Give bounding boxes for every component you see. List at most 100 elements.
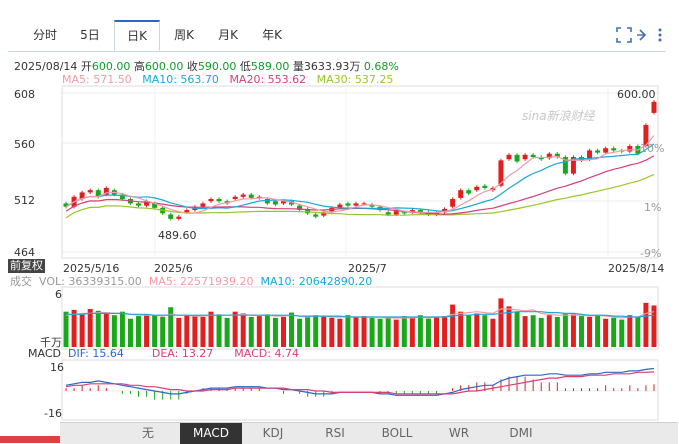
tab-indicator-dmi[interactable]: DMI [509, 426, 533, 440]
candle [409, 210, 415, 213]
candle [450, 199, 456, 207]
candle [329, 207, 335, 213]
ma30-legend: MA30: 537.25 [316, 73, 394, 86]
ma-legend: MA5: 571.50 MA10: 563.70 MA20: 553.62 MA… [62, 73, 393, 86]
volume-label: 量 [292, 60, 304, 73]
candle [498, 160, 504, 186]
candle [152, 203, 158, 208]
period-tab-bar: 分时 5日 日K 周K 月K 年K [8, 20, 668, 52]
volume-bar [530, 315, 536, 347]
candle [280, 201, 286, 204]
candle [554, 153, 560, 158]
candle [538, 157, 544, 160]
macd-top-tick: 16 [50, 361, 64, 374]
volume-bar [345, 315, 351, 347]
volume-bar [216, 314, 222, 347]
volume-bar [377, 318, 383, 347]
volume-bar [240, 313, 246, 347]
tab-intraday[interactable]: 分时 [32, 28, 57, 42]
candle [264, 199, 270, 204]
tab-weekly-k[interactable]: 周K [174, 28, 194, 42]
ma30-line [65, 173, 655, 219]
volume-bar [458, 311, 464, 347]
candle [385, 212, 391, 215]
volume-bar [280, 316, 286, 347]
fullscreen-icon[interactable] [616, 27, 632, 43]
candle [79, 192, 85, 199]
candle [144, 201, 150, 206]
volume-bar [643, 302, 649, 347]
volume-bar [498, 298, 504, 347]
tab-yearly-k[interactable]: 年K [262, 28, 282, 42]
volume-bar [385, 316, 391, 347]
candle [240, 194, 246, 197]
close-label: 收 [186, 60, 198, 73]
volume-bar [554, 316, 560, 347]
volume-bar [595, 315, 601, 347]
quote-info-line: 2025/08/14 开600.00 高600.00 收590.00 低589.… [14, 58, 399, 74]
volume-bar [434, 316, 440, 347]
fuquan-button[interactable]: 前复权 [8, 259, 45, 273]
tab-5day[interactable]: 5日 [80, 28, 100, 42]
volume-bar [305, 316, 311, 347]
volume-bar [506, 306, 512, 347]
candle [401, 212, 407, 214]
volume-bar [144, 314, 150, 347]
candle [95, 190, 101, 197]
candle [248, 194, 254, 198]
candle [208, 199, 214, 202]
tab-indicator-macd[interactable]: MACD [180, 423, 242, 444]
volume-bar [361, 316, 367, 347]
candle [119, 194, 125, 199]
volume-bar [208, 311, 214, 347]
tab-indicator-none[interactable]: 无 [141, 426, 154, 440]
volume-bar [224, 317, 230, 347]
candle [611, 148, 617, 151]
volume-bar [111, 315, 117, 347]
ma10-legend: MA10: 563.70 [142, 73, 219, 86]
candle [87, 190, 93, 193]
price-tick-608: 608 [14, 88, 35, 101]
candle [417, 210, 423, 213]
pct-tick-minus9: -9% [640, 247, 662, 260]
tab-daily-k[interactable]: 日K [114, 20, 160, 51]
quote-date: 2025/08/14 [14, 60, 78, 73]
candle [458, 190, 464, 198]
tab-indicator-boll[interactable]: BOLL [381, 426, 413, 440]
volume-bar [651, 305, 657, 347]
price-panel-border [61, 85, 659, 259]
volume-bar [297, 318, 303, 347]
candle [136, 203, 142, 206]
candle [514, 154, 520, 162]
volume-bar [256, 316, 262, 347]
pct-tick-10: 10% [640, 142, 665, 155]
candle [466, 190, 472, 194]
ma20-legend: MA20: 553.62 [229, 73, 307, 86]
low-value: 589.00 [250, 60, 290, 73]
volume-bar [466, 315, 472, 347]
macd-bottom-tick: -16 [44, 407, 62, 420]
more-icon[interactable] [652, 27, 668, 43]
sina-watermark: sina新浪财经 [522, 109, 595, 123]
candle [506, 154, 512, 160]
volume-bar [627, 315, 633, 347]
ma5-line [65, 135, 655, 215]
candle [393, 211, 399, 215]
tab-indicator-wr[interactable]: WR [448, 426, 470, 440]
date-label-end: 2025/8/14 [608, 262, 665, 275]
settings-icon[interactable] [634, 27, 650, 43]
tab-indicator-rsi[interactable]: RSI [325, 426, 345, 440]
candle [305, 208, 311, 214]
tab-indicator-kdj[interactable]: KDJ [262, 426, 284, 440]
candle [442, 208, 448, 213]
ma10-line [65, 143, 655, 213]
tab-monthly-k[interactable]: 月K [218, 28, 238, 42]
macd-panel-border [61, 359, 659, 421]
volume-bar [490, 318, 496, 347]
volume-bar [522, 316, 528, 347]
volume-bar [95, 310, 101, 347]
volume-bar [417, 315, 423, 347]
volume-bar [184, 315, 190, 347]
candle [289, 201, 295, 205]
